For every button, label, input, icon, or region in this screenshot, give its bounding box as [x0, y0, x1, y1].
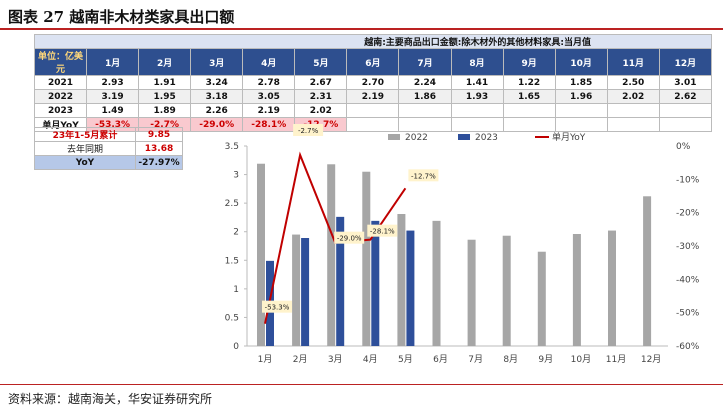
bar-2022 — [537, 251, 546, 346]
yoy-data-label: -28.1% — [370, 228, 395, 236]
bar-2022 — [643, 196, 652, 346]
bar-2023 — [371, 220, 380, 346]
summary-row: 去年同期 13.68 — [34, 141, 183, 156]
bar-2022 — [257, 163, 265, 346]
bar-2022 — [572, 234, 581, 346]
summary-label: YoY — [34, 155, 136, 170]
month-header: 6月 — [346, 48, 400, 76]
source-note: 资料来源：越南海关，华安证券研究所 — [8, 392, 213, 406]
month-header: 11月 — [606, 48, 660, 76]
x-tick-label: 1月 — [258, 354, 273, 365]
table-cell: -29.0% — [190, 117, 244, 132]
left-tick-label: 1.5 — [225, 256, 239, 266]
month-header: 2月 — [138, 48, 192, 76]
right-tick-label: -10% — [676, 175, 700, 185]
top-divider — [0, 28, 723, 30]
month-header: 1月 — [86, 48, 140, 76]
x-tick-label: 3月 — [328, 354, 343, 365]
chart: 0 0.5 1 1.5 2 2.5 3 3.5 0% -10% -20% -30% -40% -50% -6… — [225, 124, 700, 365]
data-label-bg — [367, 224, 398, 237]
bar-2022 — [608, 230, 616, 346]
right-tick-label: -30% — [676, 242, 700, 252]
figure-title: 图表 27 越南非木材类家具出口额 — [8, 8, 235, 26]
bar-2022 — [502, 235, 511, 346]
left-tick-label: 1 — [233, 285, 239, 295]
legend-label: 2023 — [475, 133, 498, 143]
bar-2023 — [301, 238, 310, 346]
x-tick-label: 5月 — [398, 354, 413, 365]
bar-2022 — [467, 239, 476, 346]
summary-value: 9.85 — [135, 127, 183, 142]
summary-table: 23年1-5月累计 9.85 去年同期 13.68 YoY -27.97% — [34, 127, 183, 170]
x-tick-label: 10月 — [571, 354, 591, 365]
data-label-bg — [408, 169, 439, 182]
x-tick-label: 12月 — [641, 354, 661, 365]
bar-2022 — [397, 214, 406, 346]
month-header: 9月 — [502, 48, 556, 76]
x-tick-label: 8月 — [503, 354, 518, 365]
right-tick-label: -40% — [676, 275, 700, 285]
month-header: 3月 — [190, 48, 244, 76]
unit-header: 单位：亿美元 — [33, 48, 88, 76]
table-cell: 1.96 — [554, 89, 608, 104]
table-cell: 3.18 — [190, 89, 244, 104]
x-tick-label: 11月 — [606, 354, 626, 365]
table-cell: 1.93 — [450, 89, 504, 104]
x-tick-label: 7月 — [468, 354, 483, 365]
legend-label: 单月YoY — [552, 131, 586, 143]
legend-swatch — [388, 134, 400, 140]
x-tick-label: 4月 — [363, 354, 378, 365]
table-cell — [658, 117, 713, 132]
table-cell: 2.02 — [606, 89, 660, 104]
bar-2022 — [362, 171, 371, 346]
table-cell: 2.19 — [346, 89, 400, 104]
bar-2022 — [292, 234, 301, 346]
bar-2022 — [327, 164, 336, 346]
table-cell: 1.95 — [138, 89, 192, 104]
legend-swatch — [458, 134, 470, 140]
left-tick-label: 0 — [233, 342, 239, 352]
yoy-data-label: -53.3% — [265, 304, 290, 312]
left-tick-label: 0.5 — [225, 313, 239, 323]
x-tick-label: 6月 — [433, 354, 448, 365]
summary-row: YoY -27.97% — [34, 155, 183, 170]
left-tick-label: 3.5 — [225, 142, 239, 152]
legend-label: 2022 — [405, 133, 428, 143]
bottom-divider — [0, 384, 723, 385]
data-label-bg — [334, 231, 365, 244]
x-tick-label: 9月 — [538, 354, 553, 365]
table-cell: -28.1% — [242, 117, 296, 132]
month-header: 4月 — [242, 48, 296, 76]
right-tick-label: -20% — [676, 209, 700, 219]
left-tick-label: 2.5 — [225, 199, 239, 209]
summary-value: -27.97% — [135, 155, 183, 170]
data-label-bg — [293, 124, 324, 136]
yoy-data-label: -12.7% — [411, 172, 436, 180]
table-cell: 2.62 — [658, 89, 713, 104]
yoy-data-label: -29.0% — [337, 235, 362, 243]
left-tick-label: 3 — [233, 171, 239, 181]
row-label: 2022 — [33, 89, 88, 104]
data-label-bg — [262, 300, 292, 313]
right-tick-label: 0% — [676, 142, 691, 152]
right-tick-label: -50% — [676, 309, 700, 319]
left-tick-label: 2 — [233, 228, 239, 238]
right-tick-label: -60% — [676, 342, 700, 352]
summary-row: 23年1-5月累计 9.85 — [34, 127, 183, 142]
table-cell: 3.19 — [86, 89, 140, 104]
yoy-data-label: -2.7% — [298, 127, 319, 135]
x-tick-label: 2月 — [293, 354, 308, 365]
bar-2023 — [336, 216, 345, 346]
bar-2023 — [406, 230, 415, 346]
bar-2022 — [432, 220, 441, 346]
